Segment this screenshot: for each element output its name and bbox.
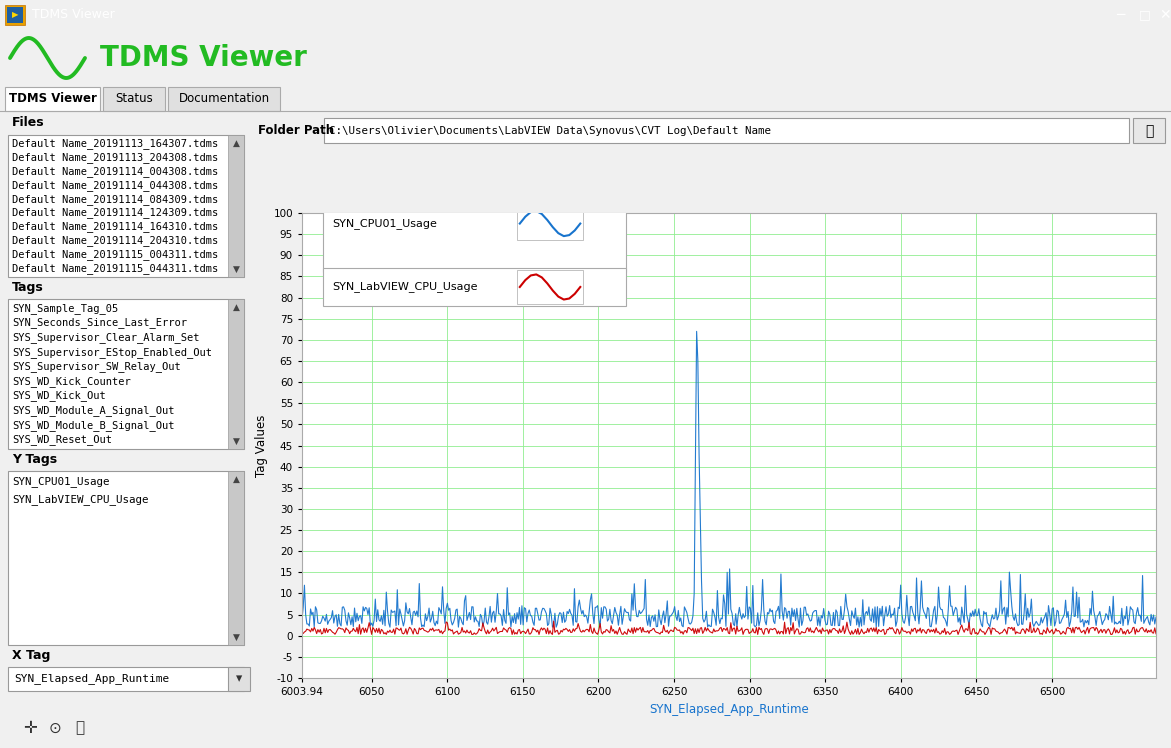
Text: Default Name_20191114_124309.tdms: Default Name_20191114_124309.tdms — [12, 207, 218, 218]
Text: ⊙: ⊙ — [49, 720, 61, 735]
Bar — [167, 87, 280, 111]
Bar — [5, 5, 25, 25]
Text: ✋: ✋ — [75, 720, 84, 735]
Text: SYN_LabVIEW_CPU_Usage: SYN_LabVIEW_CPU_Usage — [333, 281, 478, 292]
Text: SYS_Supervisor_SW_Relay_Out: SYS_Supervisor_SW_Relay_Out — [12, 361, 180, 373]
Text: ▼: ▼ — [233, 633, 239, 642]
Text: Files: Files — [12, 117, 44, 129]
Y-axis label: Tag Values: Tag Values — [255, 414, 268, 476]
Text: ▾: ▾ — [235, 672, 242, 685]
Text: ▲: ▲ — [233, 302, 239, 311]
Text: ▲: ▲ — [233, 138, 239, 147]
Text: TDMS Viewer: TDMS Viewer — [100, 44, 307, 72]
Text: SYN_Elapsed_App_Runtime: SYN_Elapsed_App_Runtime — [14, 673, 170, 684]
Text: Default Name_20191114_044308.tdms: Default Name_20191114_044308.tdms — [12, 180, 218, 191]
Text: TDMS Viewer: TDMS Viewer — [8, 93, 96, 105]
Bar — [8, 471, 244, 645]
Text: SYN_LabVIEW_CPU_Usage: SYN_LabVIEW_CPU_Usage — [12, 494, 149, 506]
Text: SYS_WD_Module_A_Signal_Out: SYS_WD_Module_A_Signal_Out — [12, 405, 174, 416]
Text: ─: ─ — [1116, 8, 1124, 22]
Text: SYN_Sample_Tag_05: SYN_Sample_Tag_05 — [12, 303, 118, 313]
Bar — [516, 206, 583, 240]
Bar — [228, 471, 244, 645]
Text: SYS_WD_Reset_Out: SYS_WD_Reset_Out — [12, 435, 112, 445]
Text: SYS_WD_Module_B_Signal_Out: SYS_WD_Module_B_Signal_Out — [12, 420, 174, 431]
Bar — [8, 135, 244, 277]
Text: Default Name_20191115_044311.tdms: Default Name_20191115_044311.tdms — [12, 263, 218, 274]
Bar — [228, 135, 244, 277]
Text: Default Name_20191114_204310.tdms: Default Name_20191114_204310.tdms — [12, 235, 218, 246]
Text: Y Tags: Y Tags — [12, 453, 57, 465]
Text: Default Name_20191113_204308.tdms: Default Name_20191113_204308.tdms — [12, 153, 218, 163]
Text: ▼: ▼ — [233, 265, 239, 274]
Text: Default Name_20191115_004311.tdms: Default Name_20191115_004311.tdms — [12, 249, 218, 260]
Text: SYS_WD_Kick_Counter: SYS_WD_Kick_Counter — [12, 375, 131, 387]
Text: ✛: ✛ — [23, 719, 37, 737]
Bar — [323, 204, 625, 272]
Text: Default Name_20191114_164310.tdms: Default Name_20191114_164310.tdms — [12, 221, 218, 232]
Bar — [7, 7, 23, 23]
Text: Default Name_20191114_084309.tdms: Default Name_20191114_084309.tdms — [12, 194, 218, 204]
Text: 🗂: 🗂 — [1145, 124, 1153, 138]
Text: SYS_Supervisor_EStop_Enabled_Out: SYS_Supervisor_EStop_Enabled_Out — [12, 346, 212, 358]
Bar — [323, 268, 625, 306]
Text: ▶: ▶ — [12, 10, 19, 19]
Text: X Tag: X Tag — [12, 649, 50, 661]
Text: ✕: ✕ — [1159, 8, 1171, 22]
Text: Documentation: Documentation — [178, 93, 269, 105]
Text: SYS_WD_Kick_Out: SYS_WD_Kick_Out — [12, 390, 105, 402]
Text: Default Name_20191113_164307.tdms: Default Name_20191113_164307.tdms — [12, 138, 218, 150]
Text: SYN_Seconds_Since_Last_Error: SYN_Seconds_Since_Last_Error — [12, 317, 187, 328]
Text: SYN_CPU01_Usage: SYN_CPU01_Usage — [333, 218, 437, 229]
Text: Tags: Tags — [12, 280, 43, 293]
Text: ▼: ▼ — [233, 437, 239, 446]
Bar — [228, 667, 249, 691]
Bar — [8, 299, 244, 449]
Bar — [228, 299, 244, 449]
Text: TDMS Viewer: TDMS Viewer — [32, 8, 115, 22]
Text: □: □ — [1139, 8, 1151, 22]
Bar — [8, 667, 244, 691]
Text: Folder Path: Folder Path — [258, 124, 334, 138]
Bar — [516, 270, 583, 304]
Text: Status: Status — [115, 93, 153, 105]
Bar — [103, 87, 165, 111]
Text: C:\Users\Olivier\Documents\LabVIEW Data\Synovus\CVT Log\Default Name: C:\Users\Olivier\Documents\LabVIEW Data\… — [329, 126, 771, 136]
X-axis label: SYN_Elapsed_App_Runtime: SYN_Elapsed_App_Runtime — [649, 702, 809, 716]
Bar — [5, 87, 100, 111]
Text: SYS_Supervisor_Clear_Alarm_Set: SYS_Supervisor_Clear_Alarm_Set — [12, 332, 199, 343]
Text: ▲: ▲ — [233, 474, 239, 483]
Text: Default Name_20191114_004308.tdms: Default Name_20191114_004308.tdms — [12, 166, 218, 177]
Bar — [1134, 118, 1165, 143]
Bar — [324, 118, 1129, 143]
Text: SYN_CPU01_Usage: SYN_CPU01_Usage — [12, 476, 110, 488]
